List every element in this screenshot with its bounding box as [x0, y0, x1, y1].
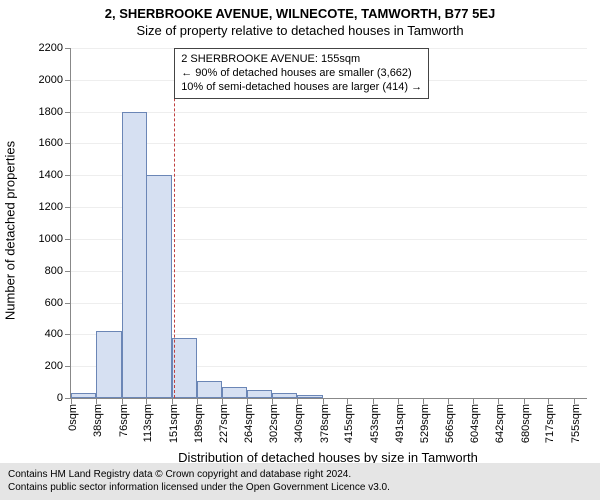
x-tick-label: 189sqm — [193, 404, 205, 443]
attribution-footer: Contains HM Land Registry data © Crown c… — [0, 463, 600, 500]
x-tick-label: 264sqm — [243, 404, 255, 443]
histogram-bar — [197, 381, 222, 399]
x-tick-label: 378sqm — [319, 404, 331, 443]
histogram-bar — [247, 390, 272, 398]
page-subtitle: Size of property relative to detached ho… — [0, 23, 600, 38]
histogram-chart: 0200400600800100012001400160018002000220… — [70, 48, 587, 399]
x-tick-label: 227sqm — [218, 404, 230, 443]
footer-line-1: Contains HM Land Registry data © Crown c… — [8, 468, 592, 481]
histogram-bar — [172, 338, 197, 398]
page-title: 2, SHERBROOKE AVENUE, WILNECOTE, TAMWORT… — [0, 0, 600, 21]
y-tick-label: 2000 — [39, 74, 63, 86]
y-tick-label: 1800 — [39, 106, 63, 118]
y-tick — [65, 143, 71, 144]
y-tick — [65, 303, 71, 304]
histogram-bar — [96, 331, 121, 398]
histogram-bar — [122, 112, 147, 398]
x-tick-label: 415sqm — [343, 404, 355, 443]
y-tick — [65, 48, 71, 49]
y-tick-label: 400 — [45, 328, 63, 340]
x-tick-label: 38sqm — [92, 404, 104, 437]
y-tick-label: 600 — [45, 297, 63, 309]
y-tick — [65, 80, 71, 81]
y-tick — [65, 334, 71, 335]
annotation-line: 2 SHERBROOKE AVENUE: 155sqm — [181, 53, 422, 67]
x-tick-label: 642sqm — [494, 404, 506, 443]
y-tick — [65, 271, 71, 272]
y-tick-label: 800 — [45, 265, 63, 277]
annotation-line: 10% of semi-detached houses are larger (… — [181, 81, 422, 95]
y-axis-label: Number of detached properties — [3, 56, 18, 406]
x-tick-label: 491sqm — [394, 404, 406, 443]
histogram-bar — [146, 175, 171, 398]
y-tick-label: 200 — [45, 360, 63, 372]
x-tick-label: 529sqm — [419, 404, 431, 443]
x-tick-label: 755sqm — [570, 404, 582, 443]
y-tick-label: 2200 — [39, 42, 63, 54]
property-marker-line — [174, 48, 175, 398]
x-tick-label: 302sqm — [268, 404, 280, 443]
y-tick-label: 1400 — [39, 169, 63, 181]
y-tick — [65, 175, 71, 176]
gridline — [71, 112, 587, 113]
y-tick — [65, 239, 71, 240]
histogram-bar — [222, 387, 247, 398]
x-tick-label: 113sqm — [142, 404, 154, 442]
y-tick-label: 1200 — [39, 201, 63, 213]
y-tick-label: 1600 — [39, 137, 63, 149]
histogram-bar — [297, 395, 322, 398]
x-tick-label: 0sqm — [67, 404, 79, 431]
gridline — [71, 143, 587, 144]
x-tick-label: 604sqm — [469, 404, 481, 443]
x-tick-label: 566sqm — [444, 404, 456, 443]
x-tick-label: 76sqm — [118, 404, 130, 437]
y-tick — [65, 366, 71, 367]
x-tick-label: 151sqm — [168, 404, 180, 443]
x-tick-label: 680sqm — [520, 404, 532, 443]
y-tick — [65, 112, 71, 113]
annotation-line: ← 90% of detached houses are smaller (3,… — [181, 67, 422, 81]
histogram-bar — [71, 393, 96, 398]
x-tick-label: 453sqm — [369, 404, 381, 443]
x-tick-label: 340sqm — [293, 404, 305, 443]
y-tick — [65, 207, 71, 208]
histogram-bar — [272, 393, 297, 398]
page-root: 2, SHERBROOKE AVENUE, WILNECOTE, TAMWORT… — [0, 0, 600, 500]
y-tick-label: 1000 — [39, 233, 63, 245]
annotation-box: 2 SHERBROOKE AVENUE: 155sqm← 90% of deta… — [174, 48, 429, 99]
footer-line-2: Contains public sector information licen… — [8, 481, 592, 494]
x-tick-label: 717sqm — [544, 404, 556, 443]
y-tick-label: 0 — [57, 392, 63, 404]
